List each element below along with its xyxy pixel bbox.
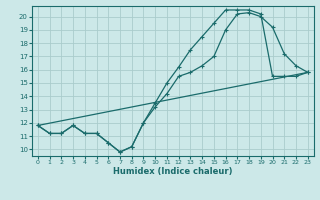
- X-axis label: Humidex (Indice chaleur): Humidex (Indice chaleur): [113, 167, 233, 176]
